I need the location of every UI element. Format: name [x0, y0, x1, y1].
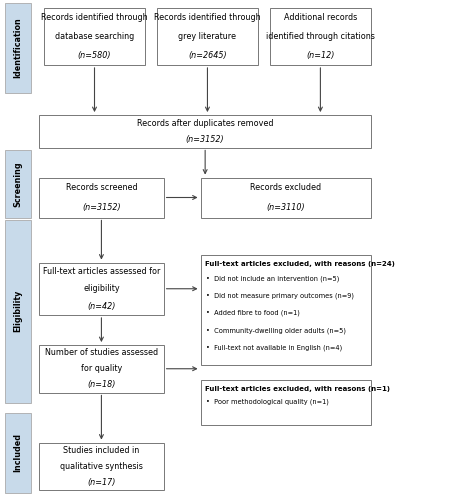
Text: Identification: Identification	[13, 17, 23, 78]
Text: Records after duplicates removed: Records after duplicates removed	[137, 118, 273, 128]
FancyBboxPatch shape	[5, 220, 31, 402]
Text: (n=580): (n=580)	[78, 51, 111, 60]
Text: •  Poor methodological quality (n=1): • Poor methodological quality (n=1)	[206, 398, 329, 405]
Text: (n=12): (n=12)	[306, 51, 335, 60]
FancyBboxPatch shape	[201, 178, 371, 218]
FancyBboxPatch shape	[5, 2, 31, 92]
Text: •  Full-text not available in English (n=4): • Full-text not available in English (n=…	[206, 345, 343, 352]
FancyBboxPatch shape	[5, 412, 31, 492]
FancyBboxPatch shape	[201, 255, 371, 365]
FancyBboxPatch shape	[157, 8, 258, 65]
Text: Records identified through: Records identified through	[154, 12, 261, 22]
Text: •  Did not measure primary outcomes (n=9): • Did not measure primary outcomes (n=9)	[206, 292, 354, 299]
Text: (n=3152): (n=3152)	[186, 135, 225, 144]
Text: Screening: Screening	[13, 161, 23, 206]
FancyBboxPatch shape	[5, 150, 31, 218]
Text: identified through citations: identified through citations	[266, 32, 375, 41]
Text: •  Did not include an intervention (n=5): • Did not include an intervention (n=5)	[206, 275, 339, 281]
Text: Full-text articles excluded, with reasons (n=24): Full-text articles excluded, with reason…	[205, 261, 395, 267]
Text: Studies included in: Studies included in	[63, 446, 140, 455]
Text: Additional records: Additional records	[284, 12, 357, 22]
Text: Number of studies assessed: Number of studies assessed	[45, 348, 158, 358]
Text: •  Community-dwelling older adults (n=5): • Community-dwelling older adults (n=5)	[206, 328, 346, 334]
FancyBboxPatch shape	[201, 380, 371, 425]
FancyBboxPatch shape	[270, 8, 371, 65]
Text: Records excluded: Records excluded	[250, 183, 321, 192]
FancyBboxPatch shape	[39, 262, 164, 315]
Text: grey literature: grey literature	[178, 32, 236, 41]
Text: Full-text articles excluded, with reasons (n=1): Full-text articles excluded, with reason…	[205, 386, 390, 392]
Text: (n=2645): (n=2645)	[188, 51, 227, 60]
FancyBboxPatch shape	[39, 442, 164, 490]
Text: Eligibility: Eligibility	[13, 290, 23, 333]
Text: Records screened: Records screened	[65, 183, 137, 192]
Text: eligibility: eligibility	[83, 284, 120, 293]
Text: for quality: for quality	[81, 364, 122, 373]
Text: •  Added fibre to food (n=1): • Added fibre to food (n=1)	[206, 310, 300, 316]
FancyBboxPatch shape	[44, 8, 145, 65]
Text: Included: Included	[13, 433, 23, 472]
Text: (n=3110): (n=3110)	[266, 203, 305, 212]
Text: (n=18): (n=18)	[87, 380, 116, 389]
FancyBboxPatch shape	[39, 115, 371, 148]
Text: (n=42): (n=42)	[87, 302, 116, 310]
Text: qualitative synthesis: qualitative synthesis	[60, 462, 143, 471]
Text: Records identified through: Records identified through	[41, 12, 148, 22]
Text: (n=17): (n=17)	[87, 478, 116, 486]
Text: Full-text articles assessed for: Full-text articles assessed for	[43, 267, 160, 276]
Text: (n=3152): (n=3152)	[82, 203, 121, 212]
Text: database searching: database searching	[55, 32, 134, 41]
FancyBboxPatch shape	[39, 178, 164, 218]
FancyBboxPatch shape	[39, 345, 164, 393]
